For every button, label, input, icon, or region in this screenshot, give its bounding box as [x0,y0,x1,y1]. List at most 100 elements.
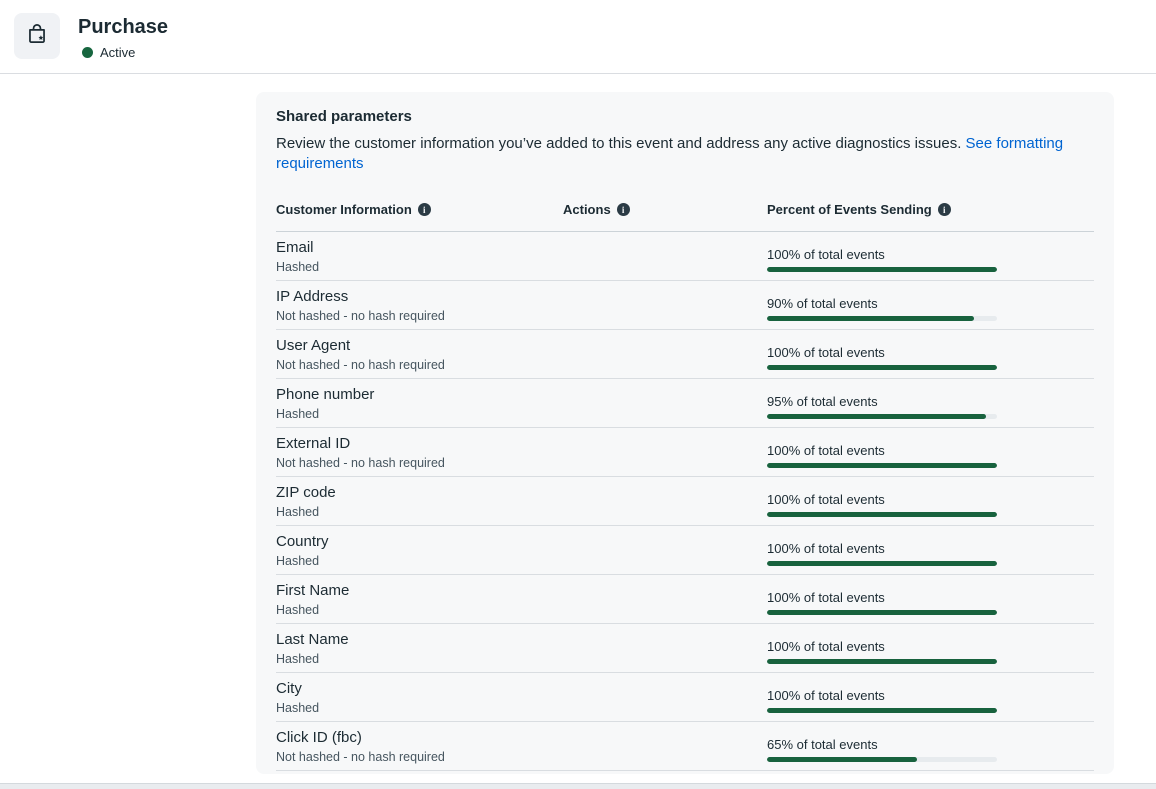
progress-bar [767,610,997,615]
bottom-edge-strip [0,783,1156,789]
actions-cell [563,281,767,329]
panel-description: Review the customer information you’ve a… [276,134,1094,174]
table-row: ZIP code Hashed 100% of total events [276,477,1094,526]
info-icon[interactable]: i [417,203,431,216]
table-row: External ID Not hashed - no hash require… [276,428,1094,477]
actions-cell [563,722,767,770]
column-header-label: Customer Information [276,202,412,217]
parameter-name: External ID [276,435,351,452]
actions-cell [563,428,767,476]
progress-bar-fill [767,659,997,664]
parameter-name: ZIP code [276,484,336,501]
parameter-name: Email [276,239,314,256]
parameter-name: Phone number [276,386,375,403]
actions-cell [563,624,767,672]
shared-parameters-panel: Shared parameters Review the customer in… [256,92,1114,774]
progress-bar-fill [767,414,986,419]
table-row: Last Name Hashed 100% of total events [276,624,1094,673]
percent-label: 100% of total events [767,443,885,458]
actions-cell [563,575,767,623]
table-row: Click ID (fbc) Not hashed - no hash requ… [276,722,1094,771]
percent-label: 100% of total events [767,688,885,703]
actions-cell [563,673,767,721]
percent-label: 90% of total events [767,296,878,311]
progress-bar [767,316,997,321]
parameters-table: Email Hashed 100% of total events IP Add… [276,232,1094,771]
parameter-hash-status: Not hashed - no hash required [276,358,445,372]
panel-description-text: Review the customer information you’ve a… [276,135,966,152]
panel-title: Shared parameters [276,108,412,125]
progress-bar [767,659,997,664]
parameter-name: First Name [276,582,350,599]
progress-bar-fill [767,512,997,517]
parameter-hash-status: Hashed [276,407,320,421]
progress-bar [767,561,997,566]
parameter-hash-status: Not hashed - no hash required [276,456,445,470]
parameter-hash-status: Hashed [276,505,320,519]
actions-cell [563,330,767,378]
parameter-name: Click ID (fbc) [276,729,362,746]
formatting-requirements-link[interactable]: See formatting requirements [276,135,1064,172]
table-row: User Agent Not hashed - no hash required… [276,330,1094,379]
table-row: Phone number Hashed 95% of total events [276,379,1094,428]
percent-label: 100% of total events [767,541,885,556]
parameter-name: Country [276,533,329,550]
table-row: First Name Hashed 100% of total events [276,575,1094,624]
progress-bar [767,757,997,762]
parameter-hash-status: Not hashed - no hash required [276,750,445,764]
parameter-hash-status: Hashed [276,260,320,274]
info-icon[interactable]: i [937,203,951,216]
parameter-name: User Agent [276,337,351,354]
progress-bar-fill [767,463,997,468]
percent-label: 95% of total events [767,394,878,409]
column-header-actions: Actions i [563,202,767,217]
progress-bar [767,708,997,713]
progress-bar [767,512,997,517]
progress-bar [767,365,997,370]
progress-bar [767,267,997,272]
progress-bar-fill [767,267,997,272]
column-header-label: Actions [563,202,611,217]
page-title: Purchase [78,16,169,38]
info-icon[interactable]: i [616,203,630,216]
actions-cell [563,477,767,525]
percent-label: 65% of total events [767,737,878,752]
status-label: Active [100,45,136,60]
status-dot-icon [82,47,93,58]
progress-bar [767,463,997,468]
event-icon-tile [14,13,60,59]
parameter-name: City [276,680,302,697]
column-header-customer-information: Customer Information i [276,202,563,217]
parameter-hash-status: Hashed [276,554,320,568]
table-row: Email Hashed 100% of total events [276,232,1094,281]
shopping-bag-icon [24,21,50,52]
progress-bar [767,414,997,419]
percent-label: 100% of total events [767,639,885,654]
percent-label: 100% of total events [767,492,885,507]
parameter-hash-status: Hashed [276,603,320,617]
column-header-percent-of-events-sending: Percent of Events Sending i [767,202,1094,217]
table-row: IP Address Not hashed - no hash required… [276,281,1094,330]
parameter-hash-status: Hashed [276,652,320,666]
actions-cell [563,232,767,280]
parameter-name: Last Name [276,631,349,648]
table-row: Country Hashed 100% of total events [276,526,1094,575]
actions-cell [563,379,767,427]
parameter-name: IP Address [276,288,349,305]
page-header: Purchase Active [0,0,1156,74]
percent-label: 100% of total events [767,590,885,605]
progress-bar-fill [767,316,974,321]
progress-bar-fill [767,561,997,566]
table-row: City Hashed 100% of total events [276,673,1094,722]
actions-cell [563,526,767,574]
progress-bar-fill [767,757,917,762]
progress-bar-fill [767,610,997,615]
progress-bar-fill [767,708,997,713]
table-header-row: Customer Information i Actions i Percent… [276,202,1094,232]
progress-bar-fill [767,365,997,370]
status-badge: Active [82,45,168,60]
parameter-hash-status: Not hashed - no hash required [276,309,445,323]
parameter-hash-status: Hashed [276,701,320,715]
percent-label: 100% of total events [767,247,885,262]
column-header-label: Percent of Events Sending [767,202,932,217]
